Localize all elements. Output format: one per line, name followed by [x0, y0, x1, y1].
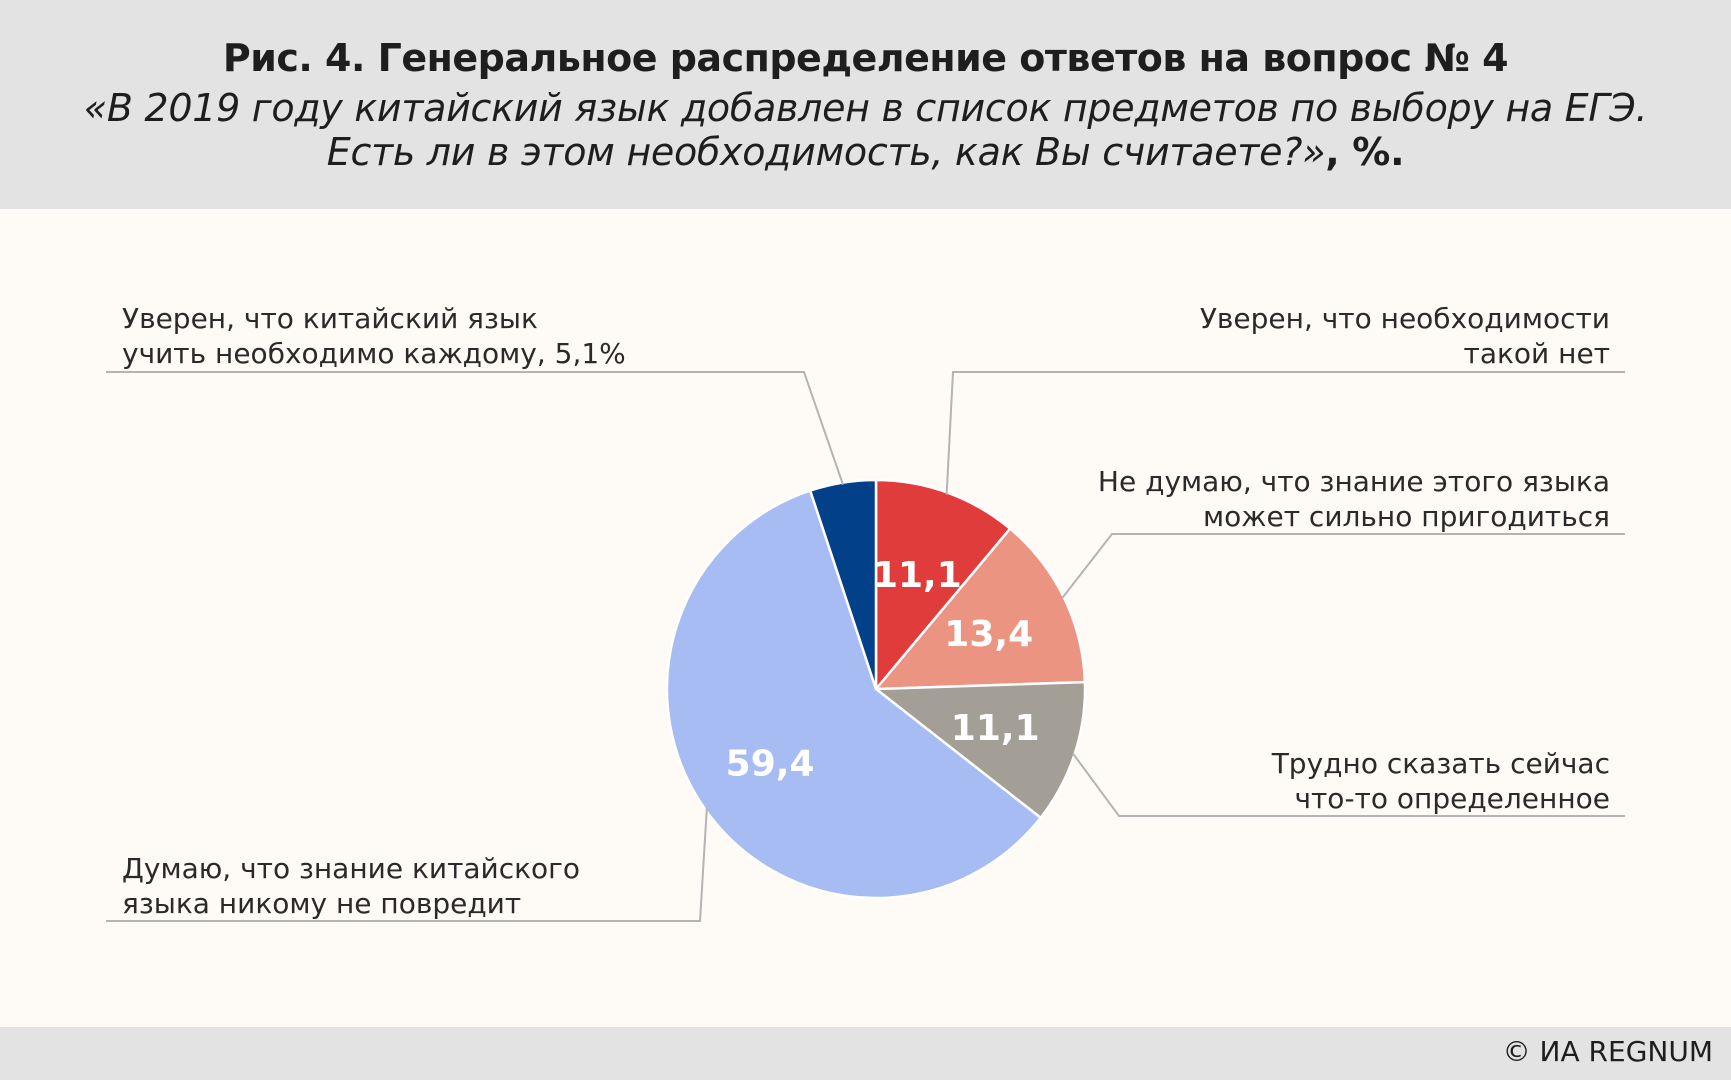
slice-value-3: 11,1 [951, 708, 1040, 749]
leader-line-3 [1071, 752, 1625, 817]
slice-label-5-line-2: учить необходимо каждому, 5,1% [122, 337, 626, 370]
slice-label-1: Уверен, что необходимости такой нет [1200, 302, 1610, 370]
slice-value-4: 59,4 [726, 744, 815, 785]
slice-label-5-line-1: Уверен, что китайский язык [122, 302, 538, 335]
leader-line-5 [106, 371, 844, 486]
leader-line-1 [945, 371, 1625, 495]
slice-label-3-line-1: Трудно сказать сейчас [1271, 747, 1610, 780]
chart-title: Рис. 4. Генеральное распределение ответо… [222, 36, 1509, 80]
slice-label-2-line-2: может сильно пригодиться [1203, 500, 1610, 533]
slice-label-4-line-2: языка никому не повредит [122, 887, 521, 920]
chart-subtitle-unit: , %. [1325, 130, 1405, 174]
slice-value-1: 11,1 [873, 555, 962, 596]
slice-label-3-line-2: что-то определенное [1294, 782, 1610, 815]
slice-label-5: Уверен, что китайский язык учить необходи… [122, 302, 626, 370]
chart-subtitle-question: Есть ли в этом необходимость, как Вы счи… [326, 130, 1326, 174]
chart-subtitle-line1: «В 2019 году китайский язык добавлен в с… [83, 86, 1648, 130]
chart-header: Рис. 4. Генеральное распределение ответо… [0, 0, 1731, 209]
slice-label-1-line-2: такой нет [1464, 337, 1610, 370]
leader-line-4 [106, 808, 708, 922]
pie-slice-3 [874, 680, 1087, 820]
slice-label-4-line-1: Думаю, что знание китайского [122, 852, 580, 885]
pie-slice-4 [665, 489, 1042, 900]
copyright-text: © ИА REGNUM [1502, 1035, 1713, 1068]
slice-label-3: Трудно сказать сейчас что-то определенное [1271, 747, 1610, 815]
slice-value-2: 13,4 [944, 614, 1033, 655]
leader-line-2 [1061, 533, 1625, 599]
slice-label-1-line-1: Уверен, что необходимости [1200, 302, 1610, 335]
footer-bar: © ИА REGNUM [0, 1027, 1731, 1080]
pie-chart: 11,1 Уверен, что необходимости такой нет 13… [106, 302, 1625, 922]
slice-label-2: Не думаю, что знание этого языка может си… [1098, 465, 1610, 533]
slice-label-4: Думаю, что знание китайского языка никому… [122, 852, 580, 920]
chart-subtitle-line2: Есть ли в этом необходимость, как Вы счи… [0, 130, 1731, 174]
slice-label-2-line-1: Не думаю, что знание этого языка [1098, 465, 1610, 498]
